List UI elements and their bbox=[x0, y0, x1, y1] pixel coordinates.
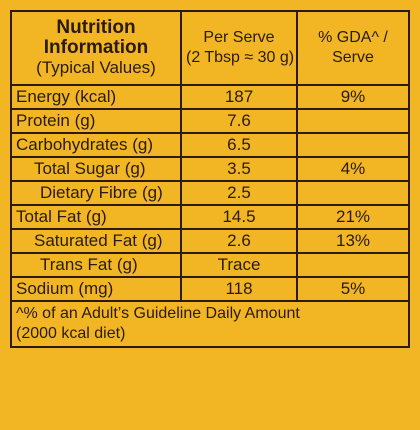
table-row-energy: Energy (kcal) 187 9% bbox=[10, 84, 410, 110]
row-gda: 13% bbox=[296, 228, 410, 254]
row-label: Sodium (mg) bbox=[10, 276, 182, 302]
table-row-saturated-fat: Saturated Fat (g) 2.6 13% bbox=[10, 228, 410, 254]
table-row-protein: Protein (g) 7.6 bbox=[10, 108, 410, 134]
row-label: Energy (kcal) bbox=[10, 84, 182, 110]
row-label: Dietary Fibre (g) bbox=[10, 180, 182, 206]
table-row-dietary-fibre: Dietary Fibre (g) 2.5 bbox=[10, 180, 410, 206]
row-per-serve: Trace bbox=[180, 252, 298, 278]
header-gda-line2: Serve bbox=[332, 49, 374, 66]
row-per-serve: 7.6 bbox=[180, 108, 298, 134]
row-gda bbox=[296, 108, 410, 134]
header-per-serve-line2: (2 Tbsp ≈ 30 g) bbox=[186, 49, 295, 66]
row-label: Saturated Fat (g) bbox=[10, 228, 182, 254]
row-per-serve: 3.5 bbox=[180, 156, 298, 182]
row-label: Protein (g) bbox=[10, 108, 182, 134]
row-per-serve: 6.5 bbox=[180, 132, 298, 158]
row-gda bbox=[296, 252, 410, 278]
row-gda bbox=[296, 132, 410, 158]
row-label: Carbohydrates (g) bbox=[10, 132, 182, 158]
row-per-serve: 14.5 bbox=[180, 204, 298, 230]
row-gda: 4% bbox=[296, 156, 410, 182]
row-per-serve: 2.5 bbox=[180, 180, 298, 206]
row-per-serve: 2.6 bbox=[180, 228, 298, 254]
row-per-serve: 118 bbox=[180, 276, 298, 302]
table-header-row: Nutrition Information (Typical Values) P… bbox=[10, 10, 410, 86]
table-row-sodium: Sodium (mg) 118 5% bbox=[10, 276, 410, 302]
row-gda: 21% bbox=[296, 204, 410, 230]
table-row-carbohydrates: Carbohydrates (g) 6.5 bbox=[10, 132, 410, 158]
table-row-total-sugar: Total Sugar (g) 3.5 4% bbox=[10, 156, 410, 182]
row-label: Total Sugar (g) bbox=[10, 156, 182, 182]
row-per-serve: 187 bbox=[180, 84, 298, 110]
footnote-line1: ^% of an Adult’s Guideline Daily Amount bbox=[16, 305, 300, 322]
row-gda: 9% bbox=[296, 84, 410, 110]
header-title-line1: Nutrition bbox=[56, 17, 136, 38]
footnote-cell: ^% of an Adult’s Guideline Daily Amount … bbox=[10, 300, 410, 348]
footnote-line2: (2000 kcal diet) bbox=[16, 325, 126, 342]
row-gda: 5% bbox=[296, 276, 410, 302]
header-title-cell: Nutrition Information (Typical Values) bbox=[10, 10, 182, 86]
table-row-total-fat: Total Fat (g) 14.5 21% bbox=[10, 204, 410, 230]
header-subtitle: (Typical Values) bbox=[36, 58, 156, 77]
header-title-line2: Information bbox=[43, 37, 149, 58]
row-label: Trans Fat (g) bbox=[10, 252, 182, 278]
row-gda bbox=[296, 180, 410, 206]
header-per-serve-line1: Per Serve bbox=[203, 29, 275, 46]
nutrition-table: Nutrition Information (Typical Values) P… bbox=[10, 10, 410, 348]
header-gda-cell: % GDA^ / Serve bbox=[296, 10, 410, 86]
table-row-trans-fat: Trans Fat (g) Trace bbox=[10, 252, 410, 278]
header-gda-line1: % GDA^ / bbox=[318, 29, 388, 46]
header-per-serve-cell: Per Serve (2 Tbsp ≈ 30 g) bbox=[180, 10, 298, 86]
footnote-row: ^% of an Adult’s Guideline Daily Amount … bbox=[10, 300, 410, 348]
row-label: Total Fat (g) bbox=[10, 204, 182, 230]
